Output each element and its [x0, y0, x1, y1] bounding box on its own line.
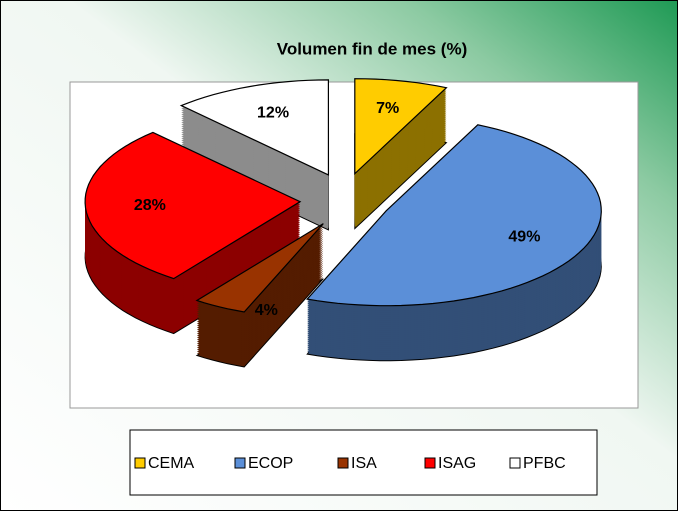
pie-slice — [306, 124, 602, 362]
legend-swatch — [134, 457, 146, 469]
slice-top — [179, 79, 330, 176]
legend-swatch — [234, 457, 246, 469]
data-label: 4% — [255, 302, 278, 319]
slice-top — [354, 78, 448, 176]
slice-top — [84, 131, 302, 280]
chart-title: Volumen fin de mes (%) — [277, 39, 468, 58]
data-label: 7% — [376, 100, 399, 117]
pie-slice — [354, 78, 448, 230]
pie: 7% 49% 4% 28% 12% — [84, 78, 602, 368]
data-label: 12% — [257, 104, 289, 121]
legend-swatch — [337, 457, 349, 469]
slice-top — [306, 124, 602, 307]
pie-slice — [84, 131, 302, 335]
slice-top — [195, 223, 324, 313]
legend-label: ISAG — [438, 455, 476, 472]
data-label: 49% — [508, 228, 540, 245]
pie-slice — [179, 79, 330, 231]
legend-label: PFBC — [523, 455, 566, 472]
legend-items: CEMA ECOP ISA ISAG PFBC — [134, 455, 566, 472]
legend-label: CEMA — [148, 455, 195, 472]
data-label: 28% — [134, 197, 166, 214]
legend-label: ECOP — [248, 455, 293, 472]
legend-label: ISA — [351, 455, 377, 472]
legend-swatch — [424, 457, 436, 469]
legend-swatch — [509, 457, 521, 469]
pie-slice — [195, 223, 324, 368]
